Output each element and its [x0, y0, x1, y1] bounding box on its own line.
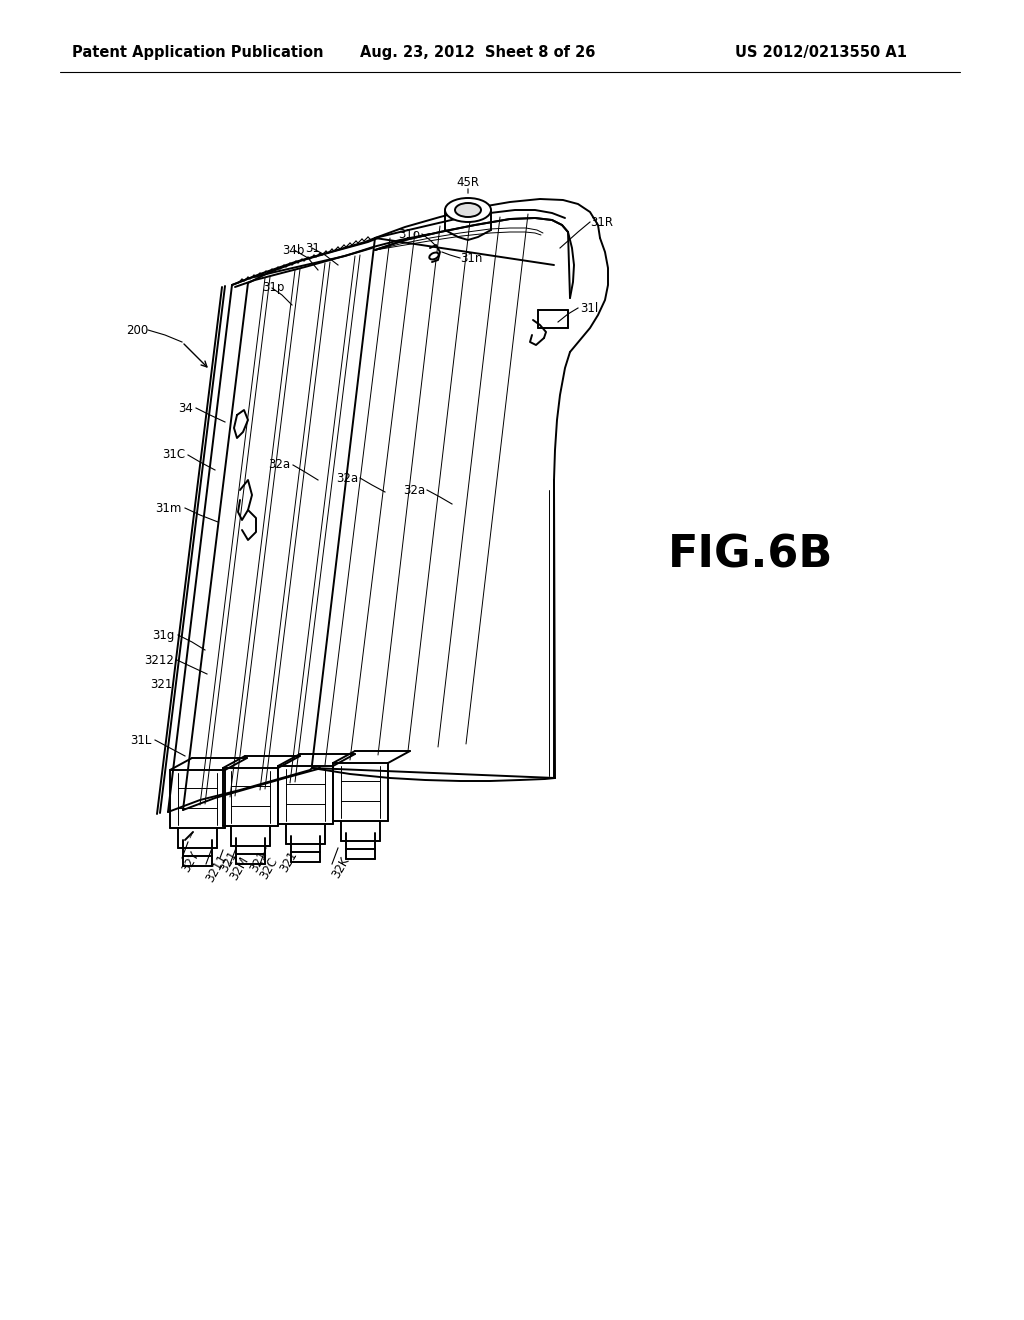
Text: Patent Application Publication: Patent Application Publication	[72, 45, 324, 59]
Text: 200: 200	[126, 323, 148, 337]
Text: 32C: 32C	[258, 855, 281, 882]
Text: 32Y: 32Y	[180, 849, 203, 875]
Text: 32M: 32M	[228, 854, 252, 882]
Text: 32a: 32a	[402, 483, 425, 496]
Text: 32a: 32a	[336, 471, 358, 484]
Text: 31g: 31g	[153, 628, 175, 642]
Text: 321: 321	[151, 678, 173, 692]
Text: 3211: 3211	[204, 851, 230, 884]
Text: 321: 321	[278, 849, 300, 875]
Text: 32a: 32a	[268, 458, 290, 471]
Ellipse shape	[455, 203, 481, 216]
Text: 3212: 3212	[144, 653, 174, 667]
Text: 31n: 31n	[460, 252, 482, 264]
Text: 31C: 31C	[162, 449, 185, 462]
Text: 31l: 31l	[580, 301, 598, 314]
Text: US 2012/0213550 A1: US 2012/0213550 A1	[735, 45, 907, 59]
Text: 34: 34	[178, 401, 193, 414]
Text: 45R: 45R	[457, 177, 479, 190]
Text: 31R: 31R	[590, 215, 613, 228]
Text: 31p: 31p	[262, 281, 285, 294]
Text: FIG.6B: FIG.6B	[668, 533, 834, 577]
Text: 31o: 31o	[398, 227, 420, 240]
Ellipse shape	[445, 198, 490, 222]
Ellipse shape	[429, 252, 438, 260]
Text: Aug. 23, 2012  Sheet 8 of 26: Aug. 23, 2012 Sheet 8 of 26	[360, 45, 595, 59]
Text: 31m: 31m	[156, 502, 182, 515]
Text: 32K: 32K	[330, 855, 352, 880]
Text: 31L: 31L	[131, 734, 152, 747]
Text: 34b: 34b	[282, 243, 304, 256]
Text: 31: 31	[305, 242, 319, 255]
Text: 321: 321	[248, 849, 270, 875]
Text: 321: 321	[218, 849, 241, 875]
